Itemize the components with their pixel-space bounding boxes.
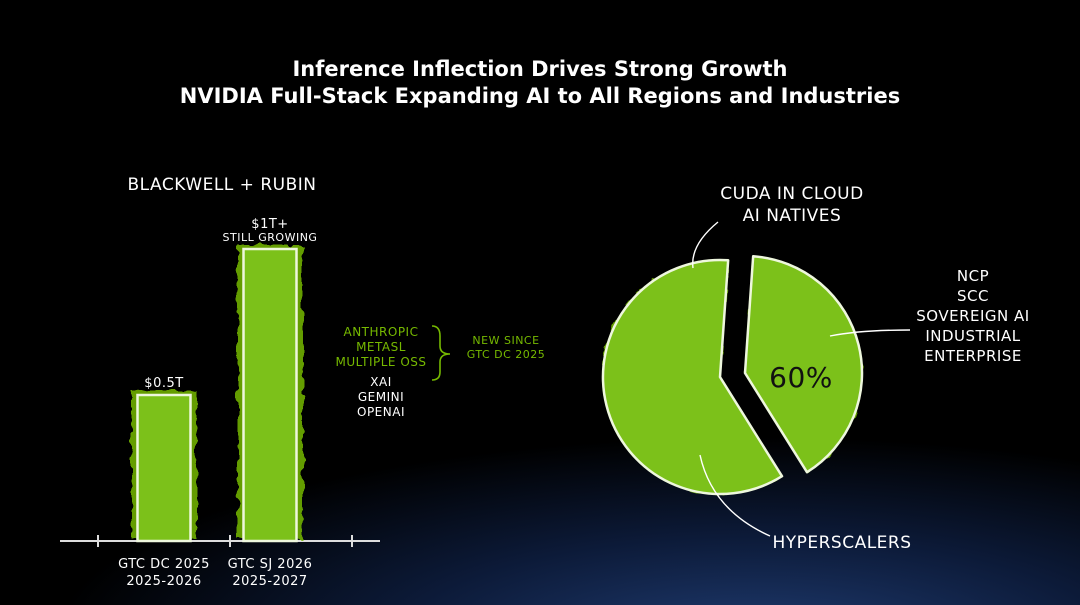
bar-chart: BLACKWELL + RUBIN $0.5T GTC DC 2025 2025-20… xyxy=(60,175,545,589)
new-since-label: NEW SINCE xyxy=(472,334,539,347)
pie-annotation-top: CUDA IN CLOUD xyxy=(720,184,863,204)
bar xyxy=(136,393,192,543)
page-subtitle: NVIDIA Full-Stack Expanding AI to All Re… xyxy=(179,84,901,108)
bar xyxy=(242,247,298,543)
pie-annotation-right: SCC xyxy=(957,287,989,305)
page-title: Inference Inflection Drives Strong Growt… xyxy=(292,57,788,81)
callout-line xyxy=(692,221,719,269)
pie-slice-label: 60% xyxy=(769,361,833,394)
x-tick-label: GTC SJ 2026 xyxy=(228,557,313,572)
bar-data-label: STILL GROWING xyxy=(223,231,318,244)
pie-slice xyxy=(743,255,864,474)
pie-annotation-right: INDUSTRIAL xyxy=(925,327,1020,345)
pie-annotation-bottom: HYPERSCALERS xyxy=(772,533,911,553)
x-tick-label: 2025-2027 xyxy=(232,574,307,589)
new-customer-label: MULTIPLE OSS xyxy=(335,355,426,369)
new-customer-label: METASL xyxy=(356,340,406,354)
customer-label: XAI xyxy=(370,375,391,389)
pie-slice xyxy=(601,258,784,496)
customer-label: OPENAI xyxy=(357,405,405,419)
bracket xyxy=(431,325,451,381)
pie-annotation-right: NCP xyxy=(957,267,989,285)
customer-label: GEMINI xyxy=(358,390,404,404)
x-tick-label: 2025-2026 xyxy=(126,574,201,589)
bar-chart-title: BLACKWELL + RUBIN xyxy=(128,175,317,195)
pie-annotation-right: SOVEREIGN AI xyxy=(916,307,1029,325)
callout-line xyxy=(699,454,771,537)
bar-data-label: $1T+ xyxy=(251,217,288,232)
pie-annotation-right: ENTERPRISE xyxy=(924,347,1022,365)
bar-data-label: $0.5T xyxy=(144,376,183,391)
new-customer-label: ANTHROPIC xyxy=(344,325,419,339)
x-tick-label: GTC DC 2025 xyxy=(118,557,210,572)
new-since-label: GTC DC 2025 xyxy=(467,348,546,361)
callout-line xyxy=(829,329,911,337)
pie-annotation-top: AI NATIVES xyxy=(743,206,842,226)
